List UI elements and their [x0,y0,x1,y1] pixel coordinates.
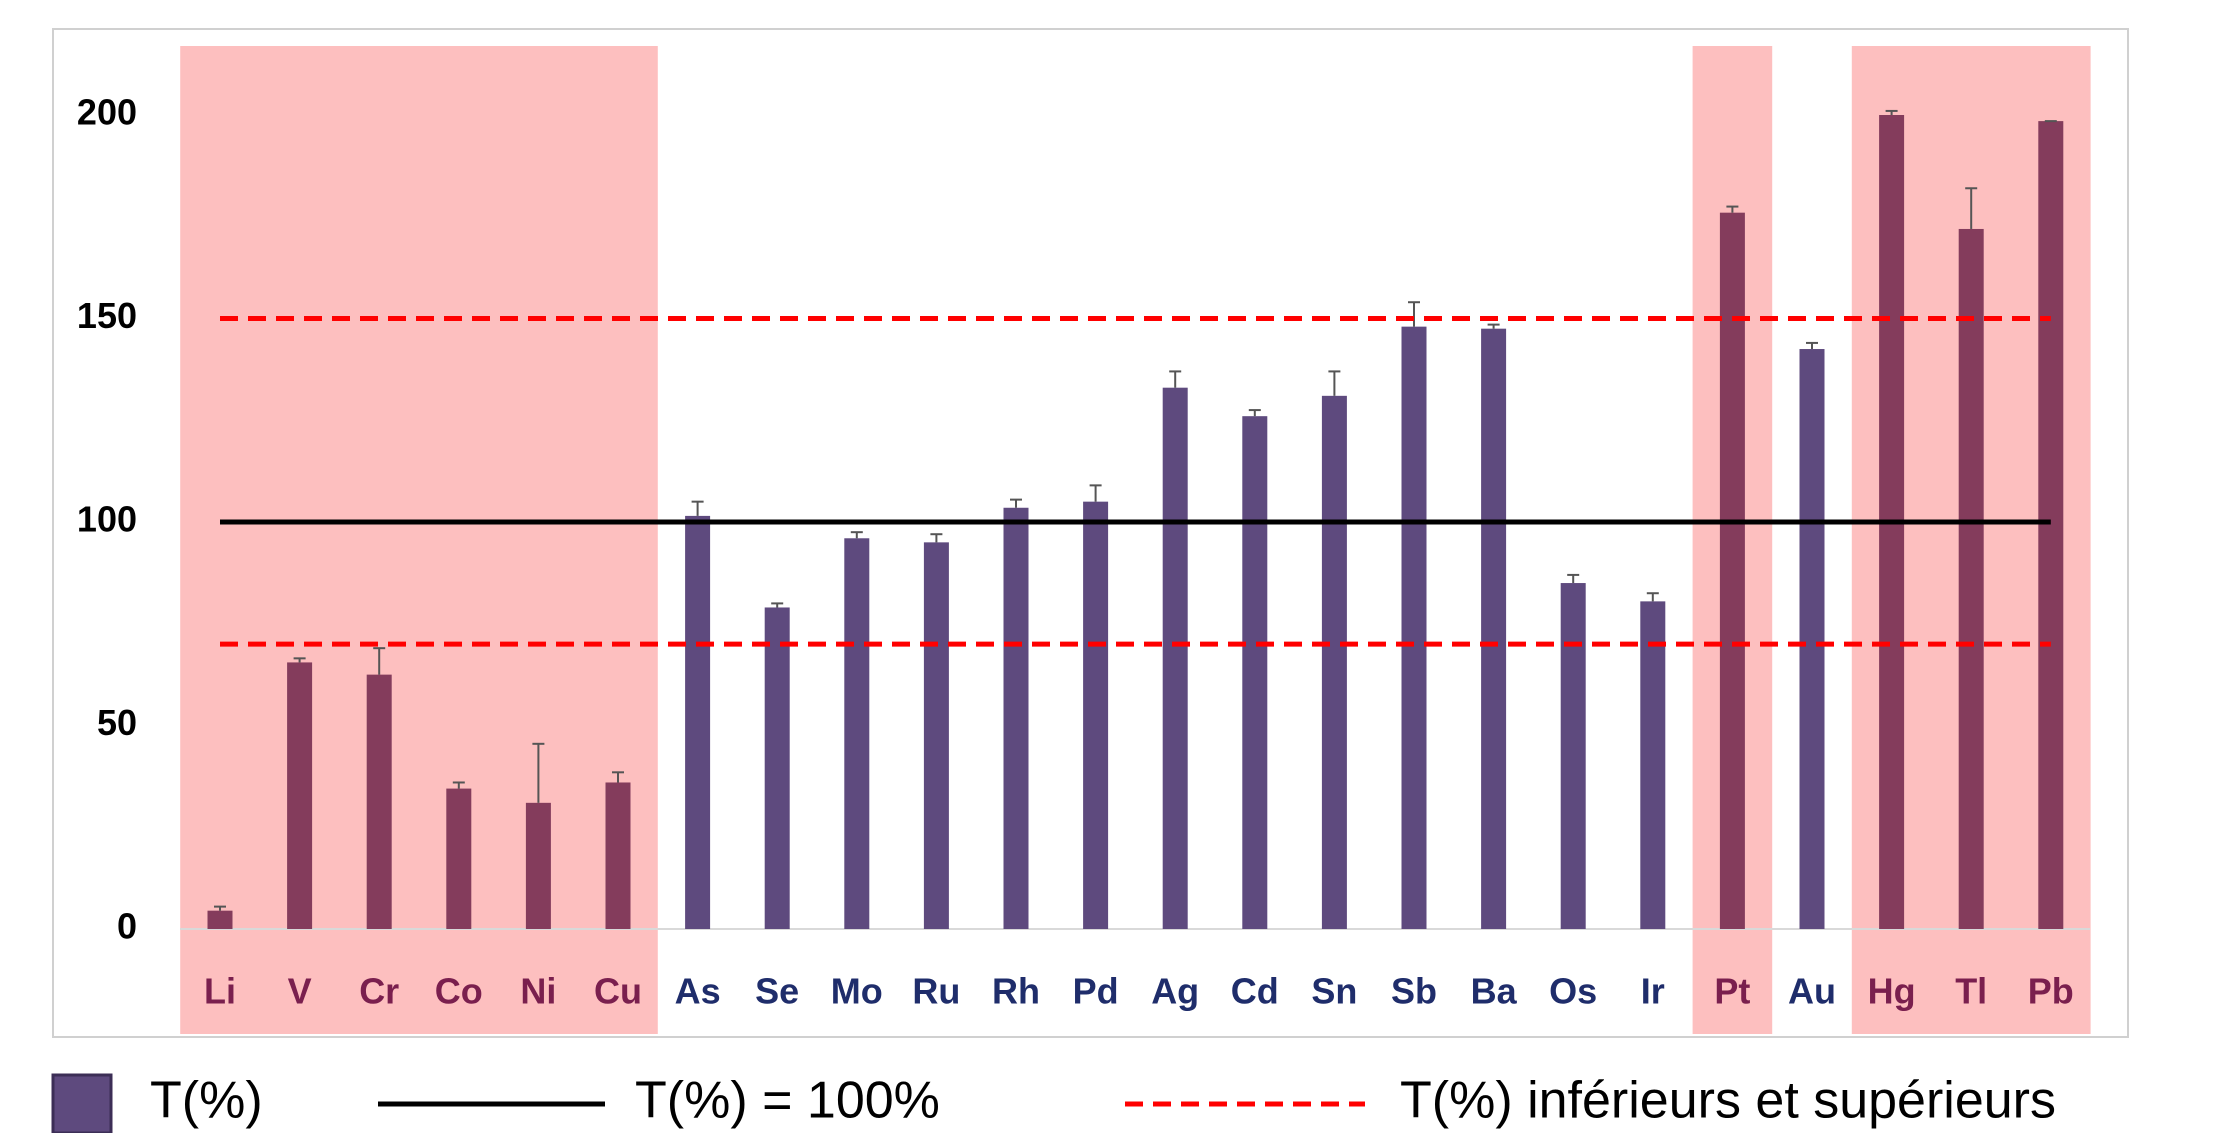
y-tick-label: 0 [117,906,137,947]
error-bar [850,531,863,539]
bar [605,782,631,929]
bar [287,662,313,929]
x-tick-label: Ba [1471,971,1518,1012]
error-bar [1248,409,1261,417]
error-bar [1646,592,1659,602]
bar [1162,387,1188,929]
x-tick-label: Sb [1391,971,1437,1012]
x-tick-label: Os [1549,971,1597,1012]
error-bar [771,602,784,608]
x-tick-label: Cu [594,971,642,1012]
error-bar [293,657,306,663]
x-tick-label: Pd [1073,971,1119,1012]
error-bar [691,500,704,516]
bar [844,538,870,929]
x-tick-label: Hg [1868,971,1916,1012]
bar [1401,326,1427,929]
x-tick-label: Ir [1641,971,1665,1012]
y-tick-label: 100 [77,499,137,540]
legend-label: T(%) = 100% [635,1072,940,1130]
error-bar [1806,341,1818,350]
bar [1560,583,1586,929]
x-tick-label: Pt [1714,971,1750,1012]
bar [207,910,233,929]
error-bar [1726,205,1739,213]
highlight-band [180,46,658,1034]
bar [1083,501,1109,929]
x-tick-label: Rh [992,971,1040,1012]
bar [1481,328,1507,929]
y-tick-label: 50 [97,702,137,743]
x-tick-label: Cd [1231,971,1279,1012]
y-tick-label: 200 [77,92,137,133]
bar [1003,507,1029,929]
x-tick-label: V [288,971,312,1012]
error-bar [1567,573,1580,584]
x-tick-label: Ru [912,971,960,1012]
bar [1958,228,1984,929]
error-bar [1010,498,1022,508]
error-bar [612,771,624,783]
error-bar [1965,187,1978,229]
x-tick-label: Sn [1311,971,1357,1012]
bar [1640,601,1666,929]
error-bar [214,905,226,911]
x-tick-label: Se [755,971,799,1012]
bar [923,542,949,929]
x-tick-label: Tl [1955,971,1987,1012]
x-tick-label: Au [1788,971,1836,1012]
bar [525,802,551,929]
error-bar [532,742,545,803]
x-tick-label: Pb [2028,971,2074,1012]
y-tick-label: 150 [77,295,137,336]
error-bar [452,781,465,789]
x-tick-label: Ni [520,971,556,1012]
bar [2038,121,2064,930]
error-bar [1169,370,1182,388]
x-tick-label: Li [204,971,236,1012]
legend-swatch [51,1073,113,1133]
x-tick-label: Cr [359,971,399,1012]
bar [685,515,711,929]
bar [1242,416,1268,929]
bar [1799,349,1825,929]
error-bar [930,533,943,543]
bar [366,674,392,929]
bar [446,788,472,929]
legend-label: T(%) [150,1072,263,1130]
x-tick-label: Ag [1151,971,1199,1012]
bar [764,607,790,929]
error-bar [1408,301,1420,327]
x-tick-label: As [675,971,721,1012]
error-bar [1089,484,1102,502]
error-bar [1328,370,1341,396]
error-bar [373,647,386,675]
bar [1719,212,1745,929]
error-bar [1885,109,1898,115]
legend-label: T(%) inférieurs et supérieurs [1400,1072,2056,1130]
x-tick-label: Mo [831,971,883,1012]
error-bar [1487,323,1500,329]
plot-frame [52,28,2129,1038]
x-tick-label: Co [435,971,483,1012]
bar [1321,395,1347,930]
